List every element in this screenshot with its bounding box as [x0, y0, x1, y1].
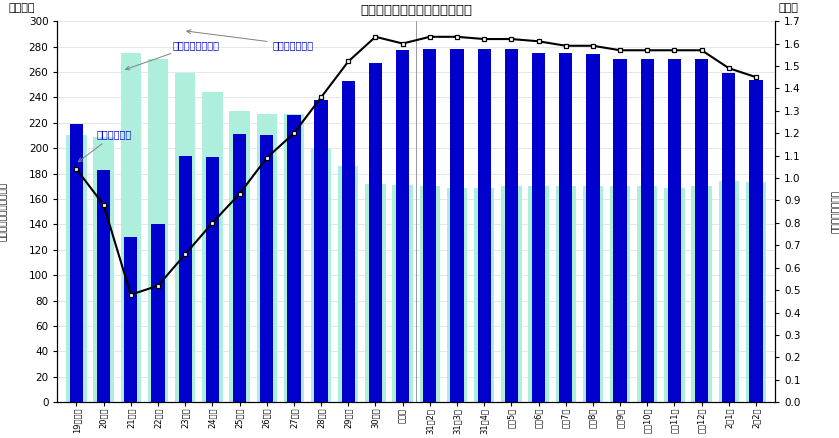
Bar	[202, 92, 222, 402]
Bar	[719, 181, 739, 402]
Bar	[477, 49, 491, 402]
Bar	[555, 186, 576, 402]
Bar	[175, 73, 195, 402]
Bar	[341, 81, 355, 402]
Bar	[179, 156, 192, 402]
Bar	[695, 59, 708, 402]
Bar	[529, 186, 549, 402]
Bar	[287, 115, 300, 402]
Bar	[97, 170, 110, 402]
Bar	[284, 114, 304, 402]
Bar	[749, 80, 763, 402]
Bar	[613, 59, 627, 402]
Bar	[233, 134, 246, 402]
Title: 求人、求職及び求人倍率の推移: 求人、求職及び求人倍率の推移	[360, 4, 472, 17]
Bar	[637, 186, 658, 402]
Bar	[393, 185, 413, 402]
Bar	[124, 237, 138, 402]
Text: 月間有効求職者数: 月間有効求職者数	[126, 40, 219, 70]
Bar	[148, 59, 168, 402]
Bar	[505, 49, 518, 402]
Bar	[315, 100, 328, 402]
Bar	[583, 186, 603, 402]
Bar	[260, 135, 274, 402]
Bar	[668, 59, 681, 402]
Bar	[420, 186, 440, 402]
Text: 月間有効求人数: 月間有効求人数	[187, 30, 314, 50]
Bar	[664, 187, 685, 402]
Bar	[365, 184, 386, 402]
Bar	[121, 53, 141, 402]
Bar	[641, 59, 654, 402]
Bar	[229, 111, 250, 402]
Text: （有効求人・有効求職）: （有効求人・有効求職）	[0, 182, 8, 241]
Text: （倍）: （倍）	[779, 4, 799, 14]
Bar	[257, 114, 277, 402]
Bar	[369, 63, 382, 402]
Bar	[93, 137, 114, 402]
Bar	[206, 157, 219, 402]
Bar	[66, 135, 86, 402]
Bar	[70, 124, 83, 402]
Bar	[586, 54, 600, 402]
Text: （有効求人倍率）: （有効求人倍率）	[831, 190, 839, 233]
Bar	[722, 73, 736, 402]
Bar	[610, 186, 630, 402]
Bar	[447, 187, 467, 402]
Bar	[691, 186, 711, 402]
Text: 有効求人倍率: 有効求人倍率	[79, 129, 133, 162]
Bar	[451, 49, 464, 402]
Bar	[311, 149, 331, 402]
Bar	[423, 49, 436, 402]
Bar	[396, 50, 409, 402]
Bar	[559, 53, 572, 402]
Bar	[501, 186, 522, 402]
Bar	[474, 187, 494, 402]
Text: （万人）: （万人）	[8, 4, 35, 14]
Bar	[151, 224, 164, 402]
Bar	[532, 53, 545, 402]
Bar	[746, 183, 766, 402]
Bar	[338, 166, 358, 402]
